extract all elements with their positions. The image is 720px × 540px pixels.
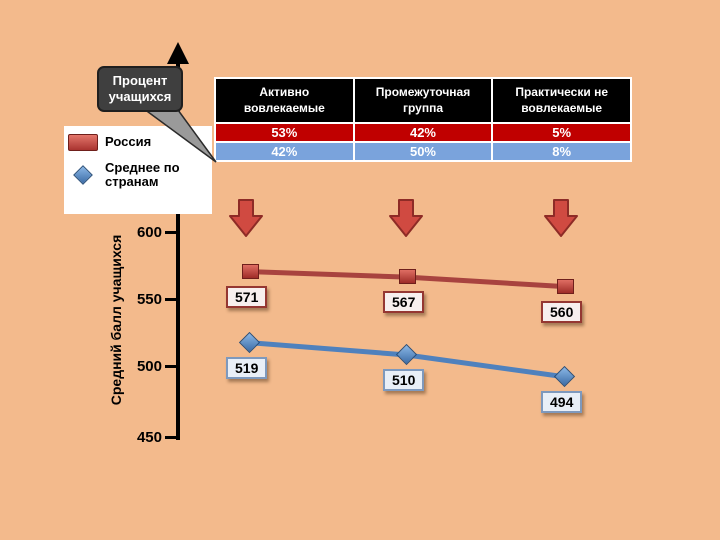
tick-mark-450 <box>165 436 176 439</box>
legend-label-country-average: Среднее по странам <box>105 160 180 190</box>
red-3d-square-icon <box>68 134 98 151</box>
tick-label-600: 600 <box>136 224 162 241</box>
legend-item-country-average: Среднее по странам <box>68 160 208 190</box>
callout-percent-of-students: Процент учащихся <box>97 66 183 112</box>
down-arrow-icon <box>389 199 423 237</box>
table-header-not-engaged: Практически не вовлекаемые <box>493 79 630 123</box>
tick-label-450: 450 <box>136 429 162 446</box>
tick-label-550: 550 <box>136 291 162 308</box>
table-cell-russia-active: 53% <box>216 124 353 142</box>
data-point-label-average-0: 519 <box>226 356 268 379</box>
data-point-marker-average-2 <box>553 365 576 387</box>
table-header-intermediate: Промежуточная группа <box>354 79 492 123</box>
data-point-marker-average-0 <box>238 331 261 353</box>
data-point-label-average-1: 510 <box>383 369 425 391</box>
tick-label-500: 500 <box>136 358 162 375</box>
table-cell-average-intermediate: 50% <box>354 143 492 161</box>
data-point-label-average-2: 494 <box>541 390 583 413</box>
engagement-table: Активно вовлекаемые Промежуточная группа… <box>214 77 632 163</box>
table-header-active: Активно вовлекаемые <box>216 79 353 123</box>
callout-text: Процент учащихся <box>108 73 172 104</box>
legend-label-russia: Россия <box>105 134 152 150</box>
tick-mark-500 <box>165 365 176 368</box>
blue-diamond-icon <box>73 165 93 186</box>
series-line-country-average <box>249 340 566 380</box>
table-cell-russia-not-engaged: 5% <box>493 124 630 142</box>
tick-mark-600 <box>165 231 176 234</box>
data-point-label-russia-0: 571 <box>226 285 268 308</box>
data-point-label-russia-1: 567 <box>383 291 425 314</box>
table-cell-russia-intermediate: 42% <box>354 124 492 142</box>
data-point-marker-russia-0 <box>242 263 259 279</box>
data-point-marker-average-1 <box>395 343 418 366</box>
y-axis-line <box>176 60 180 440</box>
data-point-marker-russia-1 <box>399 269 416 285</box>
table-cell-average-not-engaged: 8% <box>493 143 630 161</box>
down-arrow-icon <box>229 199 263 237</box>
down-arrow-icon <box>544 199 578 237</box>
data-point-marker-russia-2 <box>557 278 574 294</box>
data-point-label-russia-2: 560 <box>541 300 583 323</box>
y-axis-title: Средний балл учащихся <box>108 234 124 406</box>
legend-item-russia: Россия <box>68 134 208 151</box>
table-cell-average-active: 42% <box>216 143 353 161</box>
chart-legend: Россия Среднее по странам <box>64 126 212 214</box>
tick-mark-550 <box>165 298 176 301</box>
axis-arrowhead-icon <box>167 42 189 64</box>
series-line-russia <box>249 269 566 290</box>
